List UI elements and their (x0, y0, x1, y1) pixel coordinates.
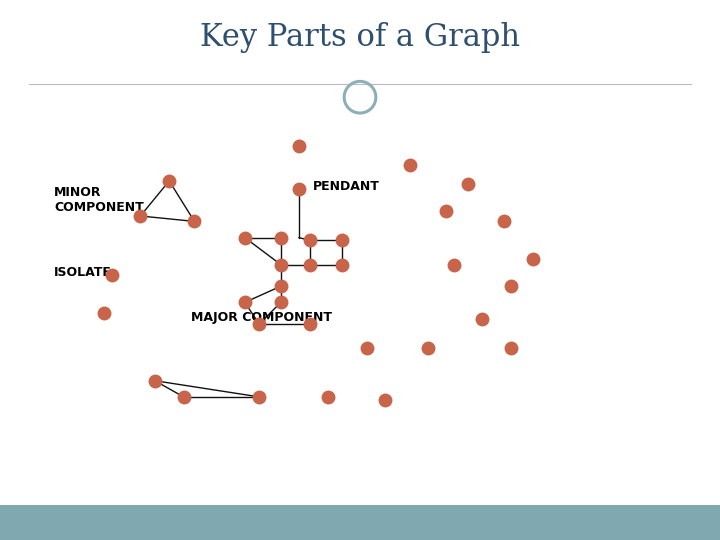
Point (527, 255, 539, 264)
Point (448, 260, 459, 269)
Text: MINOR
COMPONENT: MINOR COMPONENT (54, 186, 144, 214)
Point (505, 344, 517, 353)
Point (149, 376, 161, 385)
Point (498, 217, 510, 226)
Text: MAJOR COMPONENT: MAJOR COMPONENT (191, 310, 332, 323)
Point (293, 141, 305, 150)
Point (253, 393, 265, 401)
Point (462, 179, 474, 188)
Text: PENDANT: PENDANT (313, 180, 380, 193)
Point (189, 217, 200, 226)
Point (135, 212, 146, 220)
Point (441, 206, 452, 215)
Point (163, 177, 175, 185)
Point (304, 320, 315, 328)
Point (423, 344, 434, 353)
Point (379, 395, 391, 404)
Point (253, 320, 265, 328)
Point (275, 298, 287, 307)
Point (322, 393, 333, 401)
Point (361, 344, 373, 353)
Point (275, 282, 287, 291)
Point (304, 260, 315, 269)
Point (99, 309, 110, 318)
Point (239, 233, 251, 242)
Point (275, 260, 287, 269)
Text: Key Parts of a Graph: Key Parts of a Graph (200, 22, 520, 52)
Point (106, 271, 117, 280)
Point (505, 282, 517, 291)
Point (293, 185, 305, 193)
Point (477, 314, 488, 323)
Point (275, 233, 287, 242)
Point (336, 236, 348, 245)
Bar (0, 505, 720, 540)
Text: ISOLATE: ISOLATE (54, 266, 112, 279)
Point (178, 393, 189, 401)
Point (239, 298, 251, 307)
Point (405, 160, 416, 169)
Point (336, 260, 348, 269)
Point (304, 236, 315, 245)
